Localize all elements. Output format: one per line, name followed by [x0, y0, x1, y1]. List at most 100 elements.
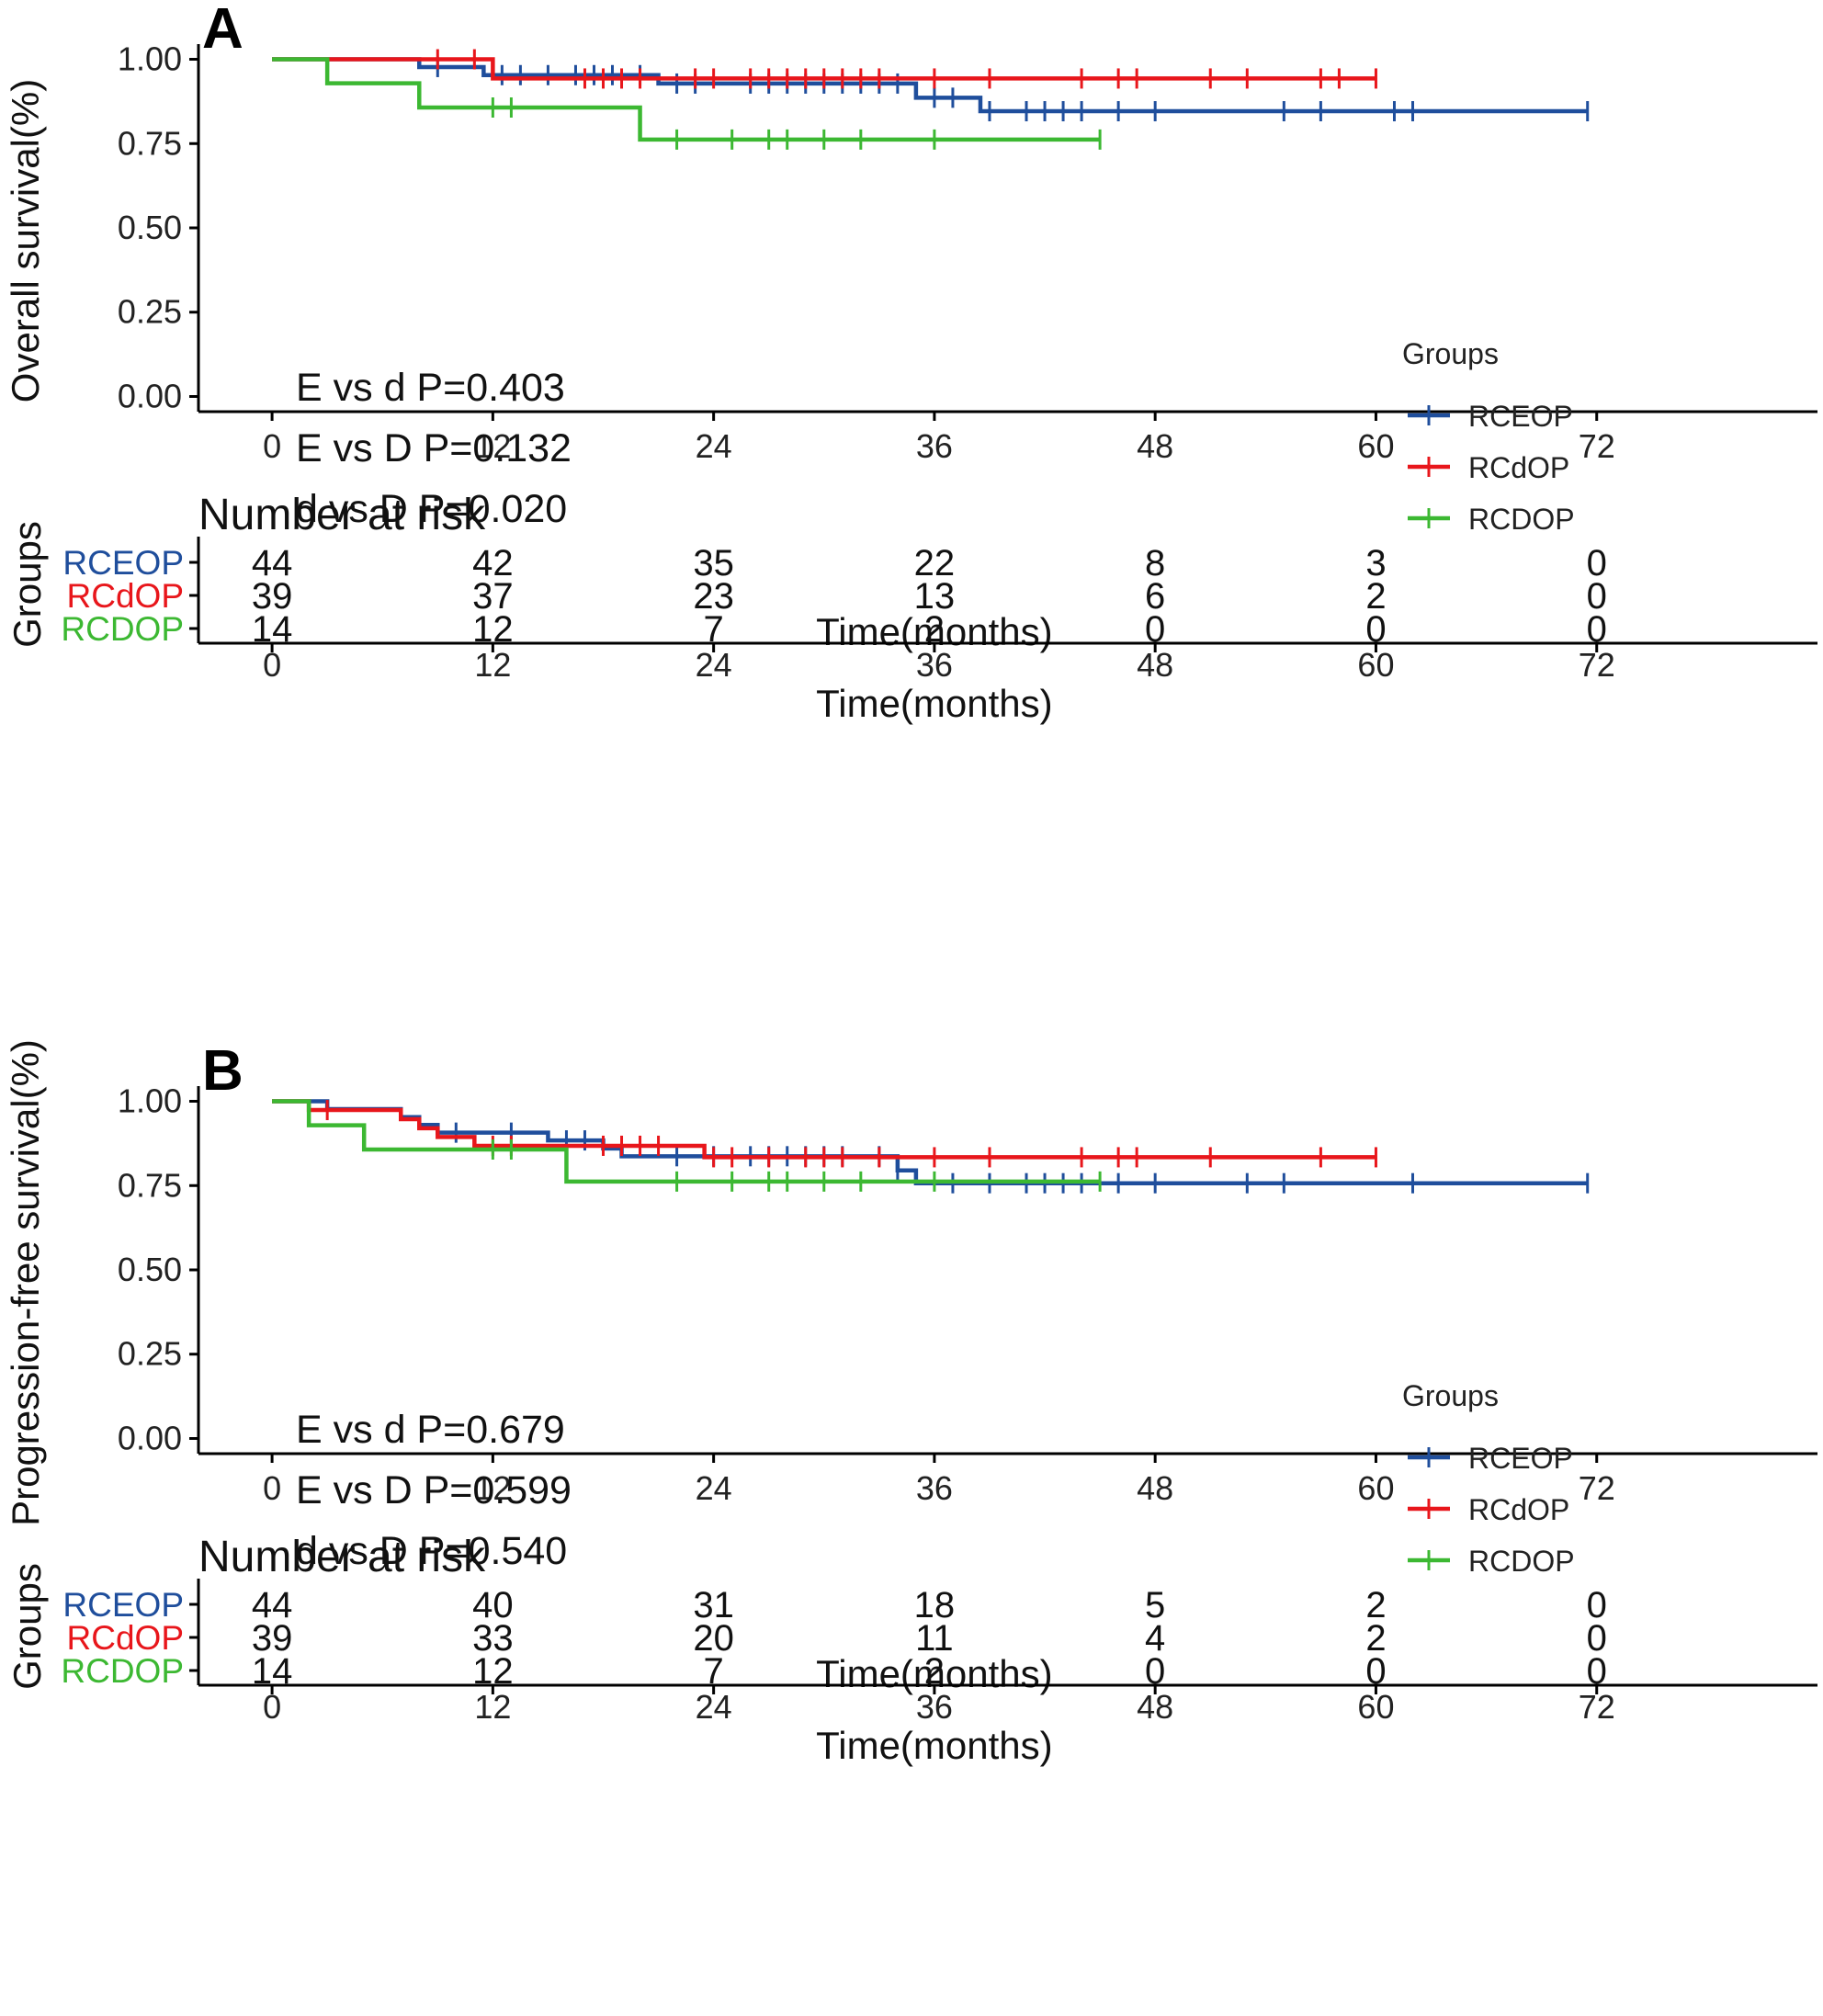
y-tick-label: 0.00	[118, 377, 182, 414]
risk-count: 2	[924, 609, 945, 650]
legend-label-rcdop: RCdOP	[1468, 451, 1569, 484]
x-tick-label: 36	[916, 1469, 953, 1507]
risk-count: 0	[1587, 543, 1607, 583]
risk-count: 3	[1365, 543, 1386, 583]
risk-count: 0	[1365, 609, 1386, 650]
x-tick-label: 60	[1357, 1469, 1394, 1507]
y-tick-label: 0.75	[118, 124, 182, 162]
y-tick-label: 0.75	[118, 1166, 182, 1204]
x-tick-label: 48	[1137, 427, 1173, 465]
y-tick-label: 0.50	[118, 1251, 182, 1288]
y-tick-label: 0.00	[118, 1419, 182, 1456]
risk-x-tick-label: 24	[696, 1688, 732, 1726]
risk-count: 22	[914, 543, 956, 583]
risk-x-tick-label: 0	[263, 646, 281, 684]
risk-count: 14	[252, 609, 293, 650]
risk-count: 42	[472, 543, 514, 583]
risk-count: 40	[472, 1585, 514, 1625]
y-axis-title: Progression-free survival(%)	[4, 1039, 47, 1526]
risk-count: 33	[472, 1618, 514, 1659]
x-tick-label: 0	[263, 427, 281, 465]
y-tick-label: 0.50	[118, 209, 182, 246]
y-tick-label: 0.25	[118, 1335, 182, 1373]
y-tick-label: 1.00	[118, 40, 182, 78]
risk-count: 0	[1587, 1585, 1607, 1625]
risk-count: 39	[252, 1618, 293, 1659]
risk-count: 18	[914, 1585, 956, 1625]
risk-count: 5	[1145, 1585, 1165, 1625]
p-value-annotation: E vs D P=0.132	[296, 426, 572, 470]
risk-count: 0	[1365, 1651, 1386, 1692]
risk-count: 31	[693, 1585, 734, 1625]
risk-count: 23	[693, 576, 734, 617]
legend: Groups RCEOP RCdOP RCDOP	[1402, 337, 1575, 536]
survival-curve-rceop	[272, 1099, 1588, 1185]
risk-count: 0	[1587, 609, 1607, 650]
risk-count: 2	[1365, 1618, 1386, 1659]
risk-count: 6	[1145, 576, 1165, 617]
panel-letter-b: B	[202, 1039, 243, 1103]
risk-x-tick-label: 36	[916, 646, 953, 684]
risk-count: 11	[915, 1618, 954, 1659]
y-tick-label: 1.00	[118, 1082, 182, 1120]
risk-count: 2	[1365, 576, 1386, 617]
risk-count: 2	[1365, 1585, 1386, 1625]
risk-x-tick-label: 60	[1357, 646, 1394, 684]
risk-count: 44	[252, 1585, 293, 1625]
p-value-annotation: E vs d P=0.679	[296, 1408, 565, 1452]
risk-count: 12	[472, 1651, 514, 1692]
risk-count: 7	[704, 609, 724, 650]
legend-title: Groups	[1402, 337, 1499, 370]
panel-a: A 0.000.250.500.751.000 12 24 36 48 60 72Time(…	[4, 0, 1817, 725]
survival-curve-rcdop	[272, 57, 1101, 142]
legend-label-rcdop: RCdOP	[1468, 1493, 1569, 1526]
risk-count: 0	[1145, 609, 1165, 650]
risk-count: 7	[704, 1651, 724, 1692]
risk-x-tick-label: 36	[916, 1688, 953, 1726]
x-tick-label: 60	[1357, 427, 1394, 465]
risk-x-tick-label: 60	[1357, 1688, 1394, 1726]
risk-count: 39	[252, 576, 293, 617]
legend-label-rcdop: RCDOP	[1468, 503, 1575, 536]
risk-count: 0	[1145, 1651, 1165, 1692]
p-value-annotation: d vs D P=0.540	[296, 1529, 567, 1573]
legend-label-rceop: RCEOP	[1468, 400, 1573, 433]
x-tick-label: 24	[696, 1469, 732, 1507]
risk-row-label-rcdop: RCdOP	[67, 1619, 184, 1657]
risk-row-label-rcdop: RCDOP	[61, 610, 184, 648]
risk-count: 37	[472, 576, 514, 617]
risk-x-tick-label: 24	[696, 646, 732, 684]
panel-letter-a: A	[202, 0, 243, 61]
legend-title: Groups	[1402, 1379, 1499, 1412]
risk-x-tick-label: 48	[1137, 1688, 1173, 1726]
risk-x-tick-label: 12	[474, 1688, 511, 1726]
risk-count: 2	[924, 1651, 945, 1692]
risk-x-axis-title: Time(months)	[816, 682, 1052, 725]
legend-label-rcdop: RCDOP	[1468, 1545, 1575, 1578]
legend-label-rceop: RCEOP	[1468, 1442, 1573, 1475]
risk-count: 8	[1145, 543, 1165, 583]
x-tick-label: 72	[1579, 1469, 1615, 1507]
risk-table-title: Number at risk	[198, 1533, 486, 1581]
risk-count: 0	[1587, 576, 1607, 617]
risk-x-axis-title: Time(months)	[816, 1724, 1052, 1767]
risk-y-axis-title: Groups	[6, 1563, 49, 1690]
risk-count: 12	[472, 609, 514, 650]
survival-curve-rcdop	[272, 1099, 1376, 1160]
risk-x-tick-label: 0	[263, 1688, 281, 1726]
x-tick-label: 0	[263, 1469, 281, 1507]
survival-curve-rcdop	[272, 1099, 1101, 1184]
risk-y-axis-title: Groups	[6, 521, 49, 648]
y-axis-title: Overall survival(%)	[4, 79, 47, 402]
x-tick-label: 12	[474, 427, 511, 465]
risk-count: 14	[252, 1651, 293, 1692]
risk-row-label-rcdop: RCdOP	[67, 577, 184, 615]
p-value-annotation: E vs D P=0.599	[296, 1468, 572, 1512]
risk-count: 20	[693, 1618, 734, 1659]
p-value-annotation: d vs D P=0.020	[296, 487, 567, 531]
risk-count: 35	[693, 543, 734, 583]
risk-x-tick-label: 12	[474, 646, 511, 684]
